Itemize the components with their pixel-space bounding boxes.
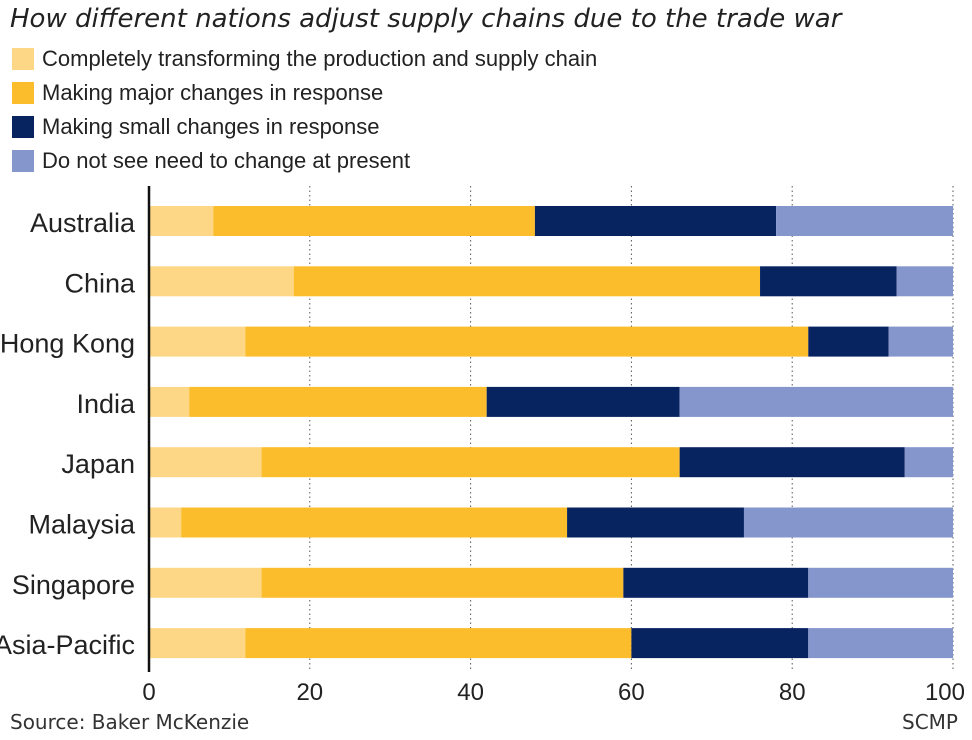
category-label: India (76, 389, 136, 419)
source-note: Source: Baker McKenzie (10, 710, 250, 734)
legend-swatch (12, 48, 34, 70)
bar-segment (149, 206, 214, 236)
category-label: Malaysia (28, 510, 136, 540)
bar-segment (149, 386, 190, 417)
bar-segment (149, 447, 262, 478)
x-tick-label: 80 (779, 679, 806, 706)
bar-segment (181, 507, 568, 538)
bar-segment (888, 326, 953, 357)
bar-segment (567, 507, 744, 538)
x-tick-label: 60 (618, 679, 645, 706)
legend-swatch (12, 150, 34, 172)
legend-item-completely-transforming: Completely transforming the production a… (12, 42, 597, 76)
x-tick-label: 20 (296, 679, 323, 706)
bar-segment (149, 628, 246, 659)
bar-segment (213, 206, 535, 236)
bar-segment (261, 447, 680, 478)
bar-segment (293, 266, 761, 297)
bar-segment (261, 567, 624, 598)
x-tick-label: 40 (457, 679, 484, 706)
bar-segment (149, 507, 182, 538)
legend-label: Do not see need to change at present (42, 148, 411, 173)
bar-segment (149, 326, 246, 357)
category-label: Australia (30, 208, 136, 238)
bar-segment (808, 628, 953, 659)
bar-segment (760, 266, 897, 297)
x-tick-label: 100 (925, 679, 965, 706)
chart-title: How different nations adjust supply chai… (10, 4, 842, 34)
x-tick-label: 0 (142, 679, 155, 706)
category-label: Hong Kong (0, 329, 135, 359)
legend-item-major-changes: Making major changes in response (12, 76, 597, 110)
bar-segment (904, 447, 953, 478)
legend-swatch (12, 82, 34, 104)
bar-segment (245, 628, 632, 659)
bar-segment (631, 628, 809, 659)
credit-label: SCMP (902, 710, 958, 734)
bar-segment (679, 447, 905, 478)
category-label: China (64, 268, 136, 298)
category-label: Asia-Pacific (0, 630, 135, 660)
bar-segment (776, 206, 953, 236)
category-label: Singapore (12, 570, 135, 600)
bar-segment (245, 326, 809, 357)
bar-segment (808, 567, 953, 598)
bar-segment (679, 386, 953, 417)
legend-label: Making major changes in response (42, 80, 384, 105)
legend-swatch (12, 116, 34, 138)
legend-item-small-changes: Making small changes in response (12, 110, 597, 144)
legend: Completely transforming the production a… (12, 42, 597, 178)
bar-segment (149, 567, 262, 598)
bar-segment (149, 266, 294, 297)
legend-item-no-change: Do not see need to change at present (12, 144, 597, 178)
bar-segment (808, 326, 889, 357)
bar-segment (189, 386, 487, 417)
category-label: Japan (61, 449, 135, 479)
bar-segment (486, 386, 680, 417)
bar-segment (623, 567, 809, 598)
legend-label: Making small changes in response (42, 114, 380, 139)
bar-segment (743, 507, 953, 538)
legend-label: Completely transforming the production a… (42, 46, 598, 71)
bar-segment (534, 206, 777, 236)
bar-segment (896, 266, 953, 297)
